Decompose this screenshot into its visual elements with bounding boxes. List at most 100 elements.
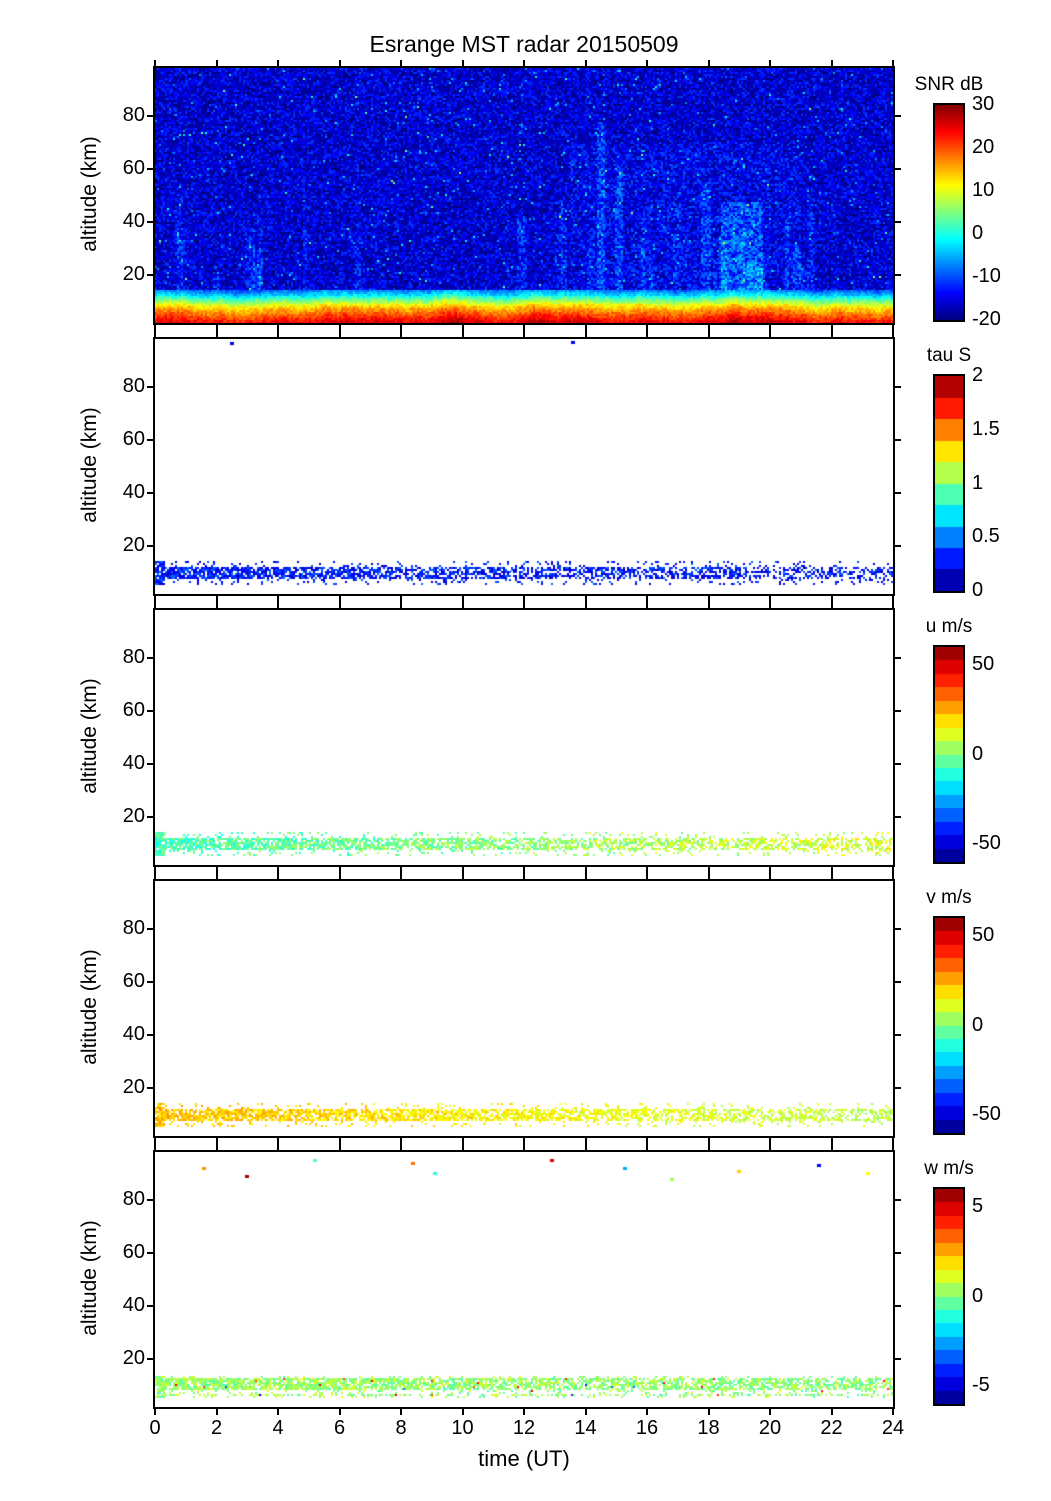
x-axis-tick — [523, 867, 525, 873]
x-axis-tick — [707, 1138, 710, 1144]
x-axis-tick — [707, 867, 710, 873]
x-axis-tick — [830, 331, 833, 337]
y-axis-tick — [895, 927, 901, 930]
x-axis-tick — [277, 596, 279, 602]
y-tick-label: 80 — [122, 374, 145, 397]
colorbar-tau — [933, 374, 965, 593]
y-axis-tick — [147, 763, 153, 766]
x-axis-tick — [769, 596, 771, 602]
x-axis-tick — [400, 867, 402, 873]
heatmap-snr-canvas — [155, 68, 893, 323]
x-axis-tick — [830, 873, 833, 879]
x-axis-tick — [461, 867, 464, 873]
x-tick-label: 12 — [512, 1417, 536, 1439]
x-axis-tick — [461, 1144, 464, 1150]
x-axis-tick — [769, 873, 771, 879]
x-tick-label: 20 — [758, 1417, 782, 1439]
colorbar-tick-label: 30 — [972, 93, 995, 115]
x-axis-tick — [830, 602, 833, 608]
x-axis-tick — [461, 1138, 464, 1144]
x-axis-tick — [338, 1138, 341, 1144]
colorbar-label: tau S — [926, 345, 972, 366]
panel-w — [153, 1150, 895, 1409]
heatmap-tau-canvas — [155, 339, 893, 594]
x-tick-label: 10 — [451, 1417, 474, 1439]
y-axis-tick — [147, 1305, 153, 1308]
x-tick-label: 4 — [272, 1417, 284, 1439]
x-axis-tick — [646, 1138, 648, 1144]
x-axis-tick — [338, 1144, 341, 1150]
x-tick-label: 0 — [149, 1417, 161, 1439]
x-axis-tick — [707, 596, 710, 602]
y-axis-tick — [895, 656, 901, 659]
y-axis-tick — [895, 709, 901, 712]
colorbar-tick-label: 0 — [972, 1284, 984, 1307]
colorbar-tick-label: 50 — [972, 652, 995, 675]
y-tick-label: 40 — [122, 210, 145, 233]
x-axis-tick — [523, 602, 525, 608]
x-axis-tick — [892, 1409, 894, 1415]
colorbar-tick-label: 0.5 — [972, 525, 1000, 548]
x-axis-tick — [584, 602, 587, 608]
x-axis-tick — [830, 867, 833, 873]
x-axis-tick — [215, 867, 218, 873]
x-axis-tick — [461, 60, 464, 66]
x-axis-tick — [277, 1138, 279, 1144]
x-axis-tick — [154, 596, 156, 602]
x-axis-tick — [830, 596, 833, 602]
x-axis-tick — [892, 60, 894, 66]
x-axis-tick — [830, 325, 833, 331]
x-axis-tick — [215, 1144, 218, 1150]
x-axis-tick — [523, 1144, 525, 1150]
x-axis-tick — [215, 1409, 218, 1415]
colorbar-tick-label: 2 — [972, 364, 984, 386]
colorbar-w-canvas — [935, 1189, 963, 1404]
x-axis-tick — [523, 60, 525, 66]
colorbar-tick-label: 0 — [972, 742, 984, 765]
x-axis-tick — [215, 1138, 218, 1144]
x-axis-tick — [461, 602, 464, 608]
y-tick-label: 40 — [122, 1294, 145, 1317]
x-tick-label: 16 — [635, 1417, 659, 1439]
y-tick-label: 60 — [122, 969, 145, 992]
panel-snr — [153, 66, 895, 325]
y-axis-tick — [895, 438, 901, 441]
colorbar-tick-label: 10 — [972, 179, 995, 201]
x-axis-tick — [584, 325, 587, 331]
colorbar-tick-label: 50 — [972, 923, 995, 946]
x-axis-tick — [707, 873, 710, 879]
y-axis-tick — [895, 221, 901, 224]
x-axis-tick — [277, 867, 279, 873]
x-axis-tick — [707, 1144, 710, 1150]
x-axis-tick — [892, 596, 894, 602]
y-axis-tick — [147, 221, 153, 224]
y-axis-tick — [895, 1251, 901, 1254]
heatmap-v-canvas — [155, 881, 893, 1136]
colorbar-tick-label: 1 — [972, 471, 984, 494]
x-axis-tick — [215, 60, 218, 66]
colorbar-snr — [933, 103, 965, 322]
y-axis-tick — [147, 114, 153, 117]
y-axis-tick — [895, 114, 901, 117]
x-axis-tick — [461, 331, 464, 337]
x-axis-tick — [830, 1409, 833, 1415]
x-axis-tick — [154, 1409, 156, 1415]
y-tick-label: 40 — [122, 752, 145, 775]
colorbar-tick-label: -50 — [972, 832, 1001, 855]
x-tick-label: 2 — [210, 1417, 223, 1439]
x-axis-tick — [892, 1144, 894, 1150]
y-tick-label: 80 — [122, 916, 145, 939]
y-axis-tick — [147, 1034, 153, 1037]
x-axis-tick — [769, 1409, 771, 1415]
colorbar-tick-label: -20 — [972, 308, 1001, 330]
x-tick-label: 24 — [881, 1417, 905, 1439]
x-axis-tick — [584, 596, 587, 602]
y-axis-tick — [895, 1305, 901, 1308]
x-axis-tick — [277, 325, 279, 331]
y-tick-label: 20 — [122, 805, 145, 828]
y-axis-tick — [147, 274, 153, 277]
x-axis-tick — [646, 602, 648, 608]
colorbar-v — [933, 916, 965, 1135]
colorbar-u-canvas — [935, 647, 963, 862]
